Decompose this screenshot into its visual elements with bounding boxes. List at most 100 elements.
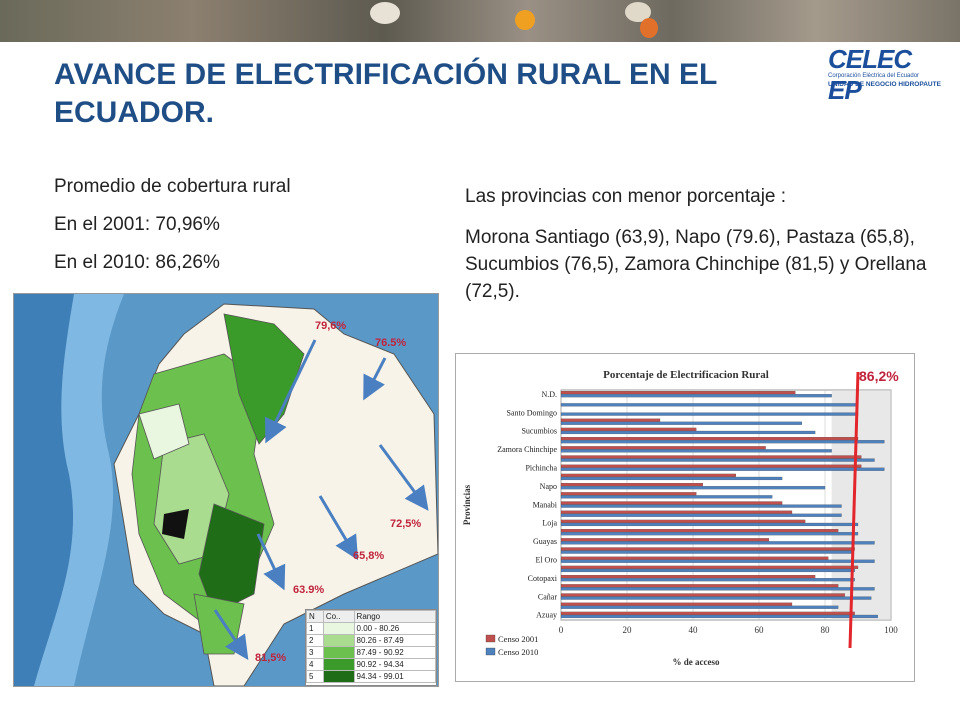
y-category-label: Guayas	[533, 537, 557, 546]
map-label-pastaza: 65,8%	[353, 550, 385, 562]
lowest-provinces-list: Morona Santiago (63,9), Napo (79.6), Pas…	[465, 227, 927, 302]
bar-censo-2001	[560, 455, 862, 459]
y-category-label: Zamora Chinchipe	[497, 445, 557, 454]
arrow-napo	[264, 339, 317, 444]
celec-logo: CELEC EP Corporación Eléctrica del Ecuad…	[820, 42, 950, 105]
bar-censo-2010	[560, 578, 855, 582]
coverage-summary: Promedio de cobertura rural En el 2001: …	[54, 168, 434, 282]
electrification-chart: 0 20 40 60 80 100 N.D. Santo Domingo Sucumbios Za…	[455, 353, 915, 682]
y-category-label: Manabi	[533, 500, 558, 509]
legend-swatch	[322, 634, 355, 647]
bar-censo-2001	[560, 437, 859, 441]
worker-image	[515, 10, 535, 30]
x-tick-label: 20	[623, 625, 633, 635]
x-tick-label: 100	[884, 625, 898, 635]
bar-censo-2001	[560, 473, 736, 477]
map-label-sucumbios: 76.5%	[375, 337, 407, 349]
legend-label: Censo 2001	[498, 634, 538, 644]
bar-censo-2010	[560, 458, 875, 462]
bar-censo-2010	[560, 430, 816, 435]
map-label-morona: 63.9%	[293, 584, 325, 596]
coverage-line: En el 2010: 86,26%	[54, 252, 220, 273]
bar-censo-2010	[560, 522, 859, 527]
bar-censo-2010	[560, 559, 875, 563]
y-category-label: Cañar	[538, 592, 557, 601]
chart-canvas: 0 20 40 60 80 100 N.D. Santo Domingo Sucumbios Za…	[462, 369, 898, 667]
y-category-label: N.D.	[541, 390, 557, 399]
bar-censo-2010	[560, 495, 773, 499]
logo-name: CELEC EP	[828, 44, 912, 105]
bar-censo-2001	[560, 483, 703, 487]
map-label-zamora: 81,5%	[255, 652, 287, 664]
worker-image	[640, 18, 658, 38]
bar-censo-2001	[560, 611, 855, 615]
y-category-label: Santo Domingo	[507, 408, 557, 417]
bar-censo-2010	[560, 605, 839, 609]
bar-censo-2010	[560, 467, 885, 471]
bar-censo-2001	[560, 519, 806, 523]
annotation-label: 86,2%	[859, 368, 899, 384]
bar-censo-2010	[560, 421, 802, 425]
bar-censo-2001	[560, 446, 766, 450]
map-drawing	[14, 294, 438, 686]
y-category-label: Napo	[540, 482, 557, 491]
bar-censo-2010	[560, 476, 783, 481]
x-axis-label: % de acceso	[673, 657, 720, 667]
bar-censo-2001	[560, 529, 839, 533]
bar-censo-2010	[560, 449, 832, 453]
bar-censo-2010	[560, 394, 832, 398]
bar-censo-2001	[560, 391, 796, 395]
bar-censo-2001	[560, 464, 862, 468]
arrow-zamora	[213, 609, 249, 660]
legend-label: Censo 2010	[498, 647, 538, 657]
chart-title: Porcentaje de Electrificacion Rural	[603, 369, 769, 381]
bar-censo-2001	[560, 565, 859, 569]
bar-censo-2001	[560, 492, 697, 496]
hardhat-image	[370, 2, 400, 24]
x-tick-label: 0	[559, 625, 564, 635]
y-axis-label: Provincias	[462, 484, 472, 525]
bar-censo-2010	[560, 403, 859, 407]
map-label-orellana: 72,5%	[390, 518, 422, 530]
y-category-label: Pichincha	[525, 464, 557, 473]
lowest-provinces-text: Las provincias con menor porcentaje : Mo…	[465, 183, 935, 305]
bar-censo-2001	[560, 602, 793, 606]
lowest-provinces-heading: Las provincias con menor porcentaje :	[465, 186, 787, 207]
bar-censo-2010	[560, 513, 842, 517]
bar-censo-2001	[560, 501, 783, 505]
bar-censo-2001	[560, 575, 816, 579]
slide-title: AVANCE DE ELECTRIFICACIÓN RURAL EN EL EC…	[54, 58, 717, 129]
bar-censo-2001	[560, 510, 793, 514]
bar-censo-2010	[560, 587, 875, 591]
legend-range: 94.34 - 99.01	[353, 670, 437, 683]
arrow-morona	[256, 533, 286, 591]
bar-censo-2010	[560, 541, 875, 545]
y-category-label: Sucumbios	[521, 427, 557, 436]
arrow-sucumbios	[363, 357, 387, 401]
header-photo-banner	[0, 0, 960, 42]
map-legend: N Co.. Rango 1 0.00 - 80.26 2 80.26 - 87.4…	[305, 609, 437, 686]
y-category-label: Azuay	[536, 611, 557, 620]
y-category-label: Loja	[542, 519, 557, 528]
bar-censo-2010	[560, 568, 855, 573]
bar-censo-2001	[560, 547, 855, 551]
arrow-orellana	[378, 444, 429, 511]
y-category-label: Cotopaxi	[528, 574, 558, 583]
bar-censo-2010	[560, 486, 826, 490]
bar-censo-2010	[560, 596, 872, 600]
bar-censo-2010	[560, 504, 842, 508]
hardhat-image	[625, 2, 651, 22]
bar-censo-2001	[560, 418, 661, 422]
bar-censo-2010	[560, 412, 859, 416]
arrow-pastaza	[318, 495, 359, 561]
map-label-napo: 79,6%	[315, 320, 347, 332]
x-tick-label: 60	[755, 625, 765, 635]
bar-censo-2001	[560, 556, 829, 560]
bar-censo-2010	[560, 532, 859, 536]
bar-censo-2010	[560, 614, 878, 619]
coverage-line: Promedio de cobertura rural	[54, 176, 291, 197]
bar-censo-2010	[560, 550, 852, 554]
legend-swatch	[485, 647, 496, 656]
bar-censo-2001	[560, 593, 845, 597]
